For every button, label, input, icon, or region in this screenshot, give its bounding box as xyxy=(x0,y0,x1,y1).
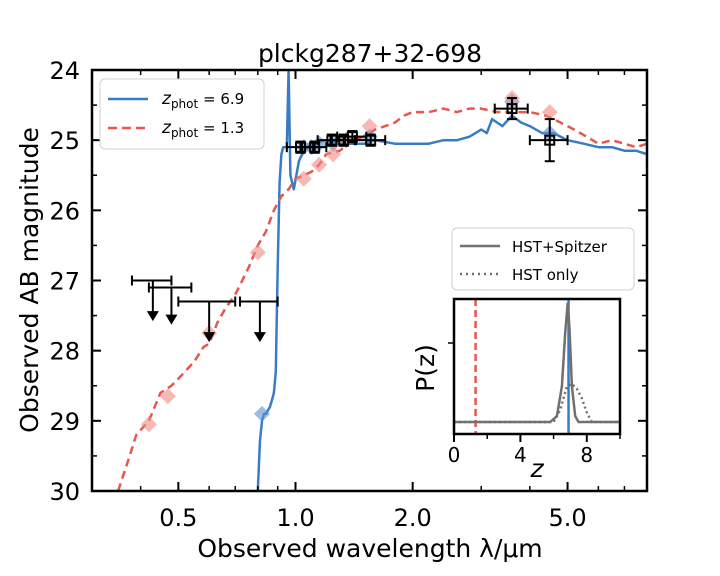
inset-legend: HST+Spitzer HST only xyxy=(451,227,635,291)
upper-limit-2 xyxy=(177,296,237,343)
inset-axis-ticks: 0 4 8 xyxy=(448,342,621,467)
inset-y-axis-label: P(z) xyxy=(411,344,440,392)
y-tick-label-4: 28 xyxy=(49,338,80,366)
inset-legend-label-hst-spitzer: HST+Spitzer xyxy=(512,238,608,256)
detection-7 xyxy=(528,118,569,163)
x-tick-label-3: 5.0 xyxy=(548,504,586,532)
legend-label-zphot-1p3: zphot = 1.3 xyxy=(161,118,244,140)
upper-limit-arrow-2 xyxy=(203,332,216,343)
upper-limit-3 xyxy=(238,296,279,343)
inset-pz-plot: 0 4 8 P(z) z xyxy=(411,297,622,483)
inset-series-1 xyxy=(454,382,620,424)
y-tick-label-6: 30 xyxy=(49,478,80,506)
y-axis-label: Observed AB magnitude xyxy=(15,127,44,433)
model-point-z1p3-8 xyxy=(361,118,378,135)
detection-marker-1 xyxy=(309,141,321,153)
legend-label-zphot-6p9: zphot = 6.9 xyxy=(161,89,244,111)
detection-6 xyxy=(493,97,529,121)
inset-series-layer xyxy=(454,299,620,434)
upper-limit-arrow-0 xyxy=(146,311,159,322)
inset-legend-label-hst-only: HST only xyxy=(512,266,579,284)
y-tick-label-3: 27 xyxy=(49,268,80,296)
model-point-z1p3-5 xyxy=(311,156,328,173)
upper-limit-1 xyxy=(147,282,193,325)
x-tick-label-1: 1.0 xyxy=(276,504,314,532)
y-tick-label-0: 24 xyxy=(49,57,80,85)
detection-marker-4 xyxy=(346,131,358,143)
model-point-z1p3-10 xyxy=(541,104,558,121)
detection-marker-7 xyxy=(544,134,556,146)
main-points-layer xyxy=(130,90,569,433)
x-tick-label-0: 0.5 xyxy=(159,504,197,532)
model-point-z1p3-3 xyxy=(249,244,266,261)
detection-marker-5 xyxy=(365,134,377,146)
inset-frame xyxy=(452,297,622,436)
inset-x-tick-label-1: 4 xyxy=(514,443,527,467)
main-legend: zphot = 6.9 zphot = 1.3 xyxy=(99,78,265,150)
inset-x-axis-label: z xyxy=(529,454,544,483)
series-line-0 xyxy=(256,68,648,492)
chart-title: plckg287+32-698 xyxy=(258,39,482,68)
x-axis-label: Observed wavelength λ/μm xyxy=(197,534,542,563)
upper-limit-0 xyxy=(130,275,173,322)
inset-x-tick-label-0: 0 xyxy=(448,443,461,467)
axis-ticks: 24 25 26 27 28 29 30 0.5 1.0 2.0 5.0 xyxy=(49,57,647,532)
detection-marker-6 xyxy=(506,103,518,115)
model-point-z6p9-0 xyxy=(253,405,270,422)
legend-box xyxy=(99,78,265,150)
inset-x-tick-label-2: 8 xyxy=(580,443,593,467)
model-point-z1p3-0 xyxy=(140,416,157,433)
model-point-z1p3-4 xyxy=(295,170,312,187)
y-tick-label-5: 29 xyxy=(49,408,80,436)
model-point-z1p3-1 xyxy=(159,388,176,405)
model-point-z1p3-6 xyxy=(325,146,342,163)
y-tick-label-1: 25 xyxy=(49,127,80,155)
inset-background xyxy=(454,299,620,434)
detection-5 xyxy=(353,133,387,147)
upper-limit-arrow-1 xyxy=(165,314,178,325)
inset-series-0 xyxy=(454,302,620,424)
upper-limit-arrow-3 xyxy=(253,332,266,343)
x-tick-label-2: 2.0 xyxy=(394,504,432,532)
y-tick-label-2: 26 xyxy=(49,197,80,225)
